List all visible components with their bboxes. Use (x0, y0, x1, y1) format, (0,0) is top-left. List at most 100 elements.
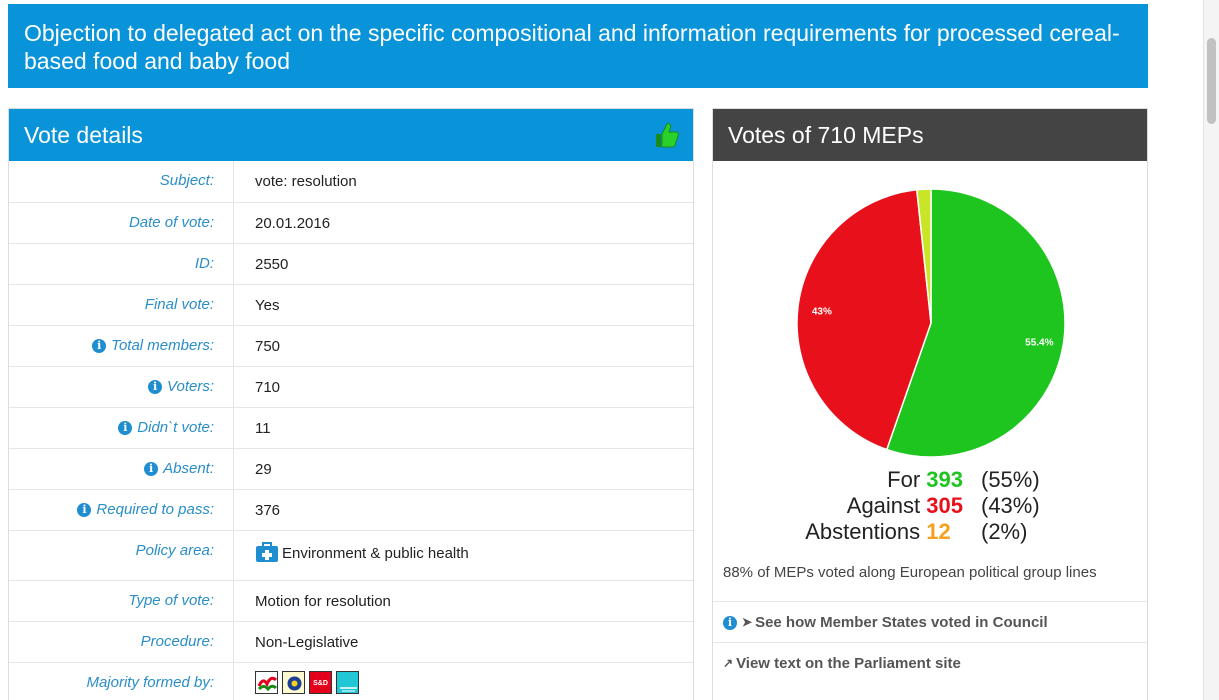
council-votes-link[interactable]: i ➤ See how Member States voted in Council (713, 601, 1147, 642)
detail-row: Subject: vote: resolution (9, 161, 693, 202)
detail-label: i Required to pass: (9, 490, 234, 530)
detail-value-text: 2550 (255, 256, 289, 273)
info-icon[interactable]: i (92, 339, 107, 353)
tally-abstentions: Abstentions 12 (2%) (713, 519, 1147, 545)
vote-tally: For 393 (55%) Against 305 (43%) Abstenti… (713, 467, 1147, 545)
detail-value: S&D (234, 663, 693, 700)
parliament-text-link[interactable]: ↗ View text on the Parliament site (713, 642, 1147, 683)
scrollbar[interactable] (1203, 0, 1219, 700)
detail-row: Date of vote: 20.01.2016 (9, 202, 693, 243)
detail-row: i Voters: 710 (9, 366, 693, 407)
detail-label-text: Required to pass: (96, 501, 214, 518)
detail-value: 710 (234, 367, 693, 407)
sd-group-icon[interactable]: S&D (309, 671, 332, 694)
detail-label: i Total members: (9, 326, 234, 366)
pie-slice-against (796, 188, 932, 451)
detail-value: 750 (234, 326, 693, 366)
detail-value: Environment & public health (234, 531, 693, 580)
detail-value: Non-Legislative (234, 622, 693, 662)
thumbs-up-icon (656, 123, 679, 148)
detail-value-text: Environment & public health (282, 545, 469, 562)
detail-row: Policy area: Environment & public health (9, 530, 693, 580)
vote-details-panel: Vote details Subject: vote: resolution Dat… (8, 108, 694, 700)
detail-value-text: 376 (255, 502, 281, 519)
for-label: For (887, 467, 921, 492)
epp-group-icon[interactable] (255, 671, 278, 694)
detail-label-text: Date of vote: (128, 214, 214, 231)
detail-label-text: Absent: (163, 460, 214, 477)
council-link-label: See how Member States voted in Council (755, 614, 1048, 631)
pie-slice-label: 43% (812, 306, 832, 317)
vote-details-title: Vote details (24, 122, 143, 148)
detail-label-text: Type of vote: (128, 592, 214, 609)
detail-row: Majority formed by: S&D (9, 662, 693, 700)
against-percent: (43%) (981, 493, 1040, 518)
detail-row: i Required to pass: 376 (9, 489, 693, 530)
detail-value: Yes (234, 285, 693, 325)
detail-label-text: Subject: (159, 172, 214, 189)
alde-group-icon[interactable] (282, 671, 305, 694)
detail-row: i Didn`t vote: 11 (9, 407, 693, 448)
detail-value: 29 (234, 449, 693, 489)
detail-label-text: Didn`t vote: (137, 419, 214, 436)
detail-label-text: Majority formed by: (86, 674, 214, 691)
detail-value: 11 (234, 408, 693, 448)
detail-label-text: Procedure: (140, 633, 214, 650)
detail-label: Final vote: (9, 285, 234, 325)
detail-value-text: Yes (255, 297, 280, 314)
detail-row: Type of vote: Motion for resolution (9, 580, 693, 621)
detail-value-text: Motion for resolution (255, 593, 391, 610)
info-icon[interactable]: i (118, 421, 133, 435)
votes-header: Votes of 710 MEPs (713, 109, 1147, 161)
detail-value: Motion for resolution (234, 581, 693, 621)
parliament-link-label: View text on the Parliament site (736, 655, 961, 672)
detail-label: Majority formed by: (9, 663, 234, 700)
scrollbar-thumb[interactable] (1207, 38, 1216, 124)
detail-value-text: 29 (255, 461, 272, 478)
detail-value: 20.01.2016 (234, 203, 693, 243)
detail-row: i Total members: 750 (9, 325, 693, 366)
abstentions-count: 12 (926, 519, 951, 544)
detail-row: Procedure: Non-Legislative (9, 621, 693, 662)
group-lines-text: 88% of MEPs voted along European politic… (723, 564, 1097, 581)
detail-label: ID: (9, 244, 234, 284)
detail-label: Subject: (9, 161, 234, 202)
detail-label: i Voters: (9, 367, 234, 407)
info-icon[interactable]: i (148, 380, 163, 394)
detail-label: Policy area: (9, 531, 234, 580)
vote-details-header: Vote details (9, 109, 693, 161)
for-count: 393 (926, 467, 963, 492)
detail-value-text: vote: resolution (255, 173, 357, 190)
detail-label: i Absent: (9, 449, 234, 489)
greens-efa-group-icon[interactable] (336, 671, 359, 694)
votes-panel: Votes of 710 MEPs 55.4% 43% For 393 (55%)… (712, 108, 1148, 700)
detail-value-text: 750 (255, 338, 281, 355)
detail-label: i Didn`t vote: (9, 408, 234, 448)
info-icon[interactable]: i (77, 503, 92, 517)
abstentions-label: Abstentions (805, 519, 921, 544)
detail-label-text: Final vote: (144, 296, 214, 313)
info-icon: i (723, 616, 737, 630)
vote-pie-chart: 55.4% 43% (796, 188, 1066, 458)
detail-label: Date of vote: (9, 203, 234, 243)
tally-against: Against 305 (43%) (713, 493, 1147, 519)
detail-value: vote: resolution (234, 161, 693, 202)
detail-label-text: Policy area: (135, 542, 214, 559)
detail-label: Procedure: (9, 622, 234, 662)
first-aid-kit-icon (256, 542, 278, 562)
detail-value: 2550 (234, 244, 693, 284)
detail-row: Final vote: Yes (9, 284, 693, 325)
pie-slice-label: 55.4% (1025, 337, 1053, 348)
info-icon[interactable]: i (144, 462, 159, 476)
detail-label-text: Total members: (111, 337, 214, 354)
for-percent: (55%) (981, 467, 1040, 492)
detail-row: i Absent: 29 (9, 448, 693, 489)
detail-value-text: 20.01.2016 (255, 215, 331, 232)
detail-label-text: Voters: (167, 378, 214, 395)
pie-slice-abstentions (915, 188, 932, 324)
detail-value-text: Non-Legislative (255, 634, 359, 651)
detail-label-text: ID: (194, 255, 214, 272)
against-label: Against (846, 493, 921, 518)
against-count: 305 (926, 493, 963, 518)
page-title: Objection to delegated act on the specif… (8, 4, 1148, 88)
